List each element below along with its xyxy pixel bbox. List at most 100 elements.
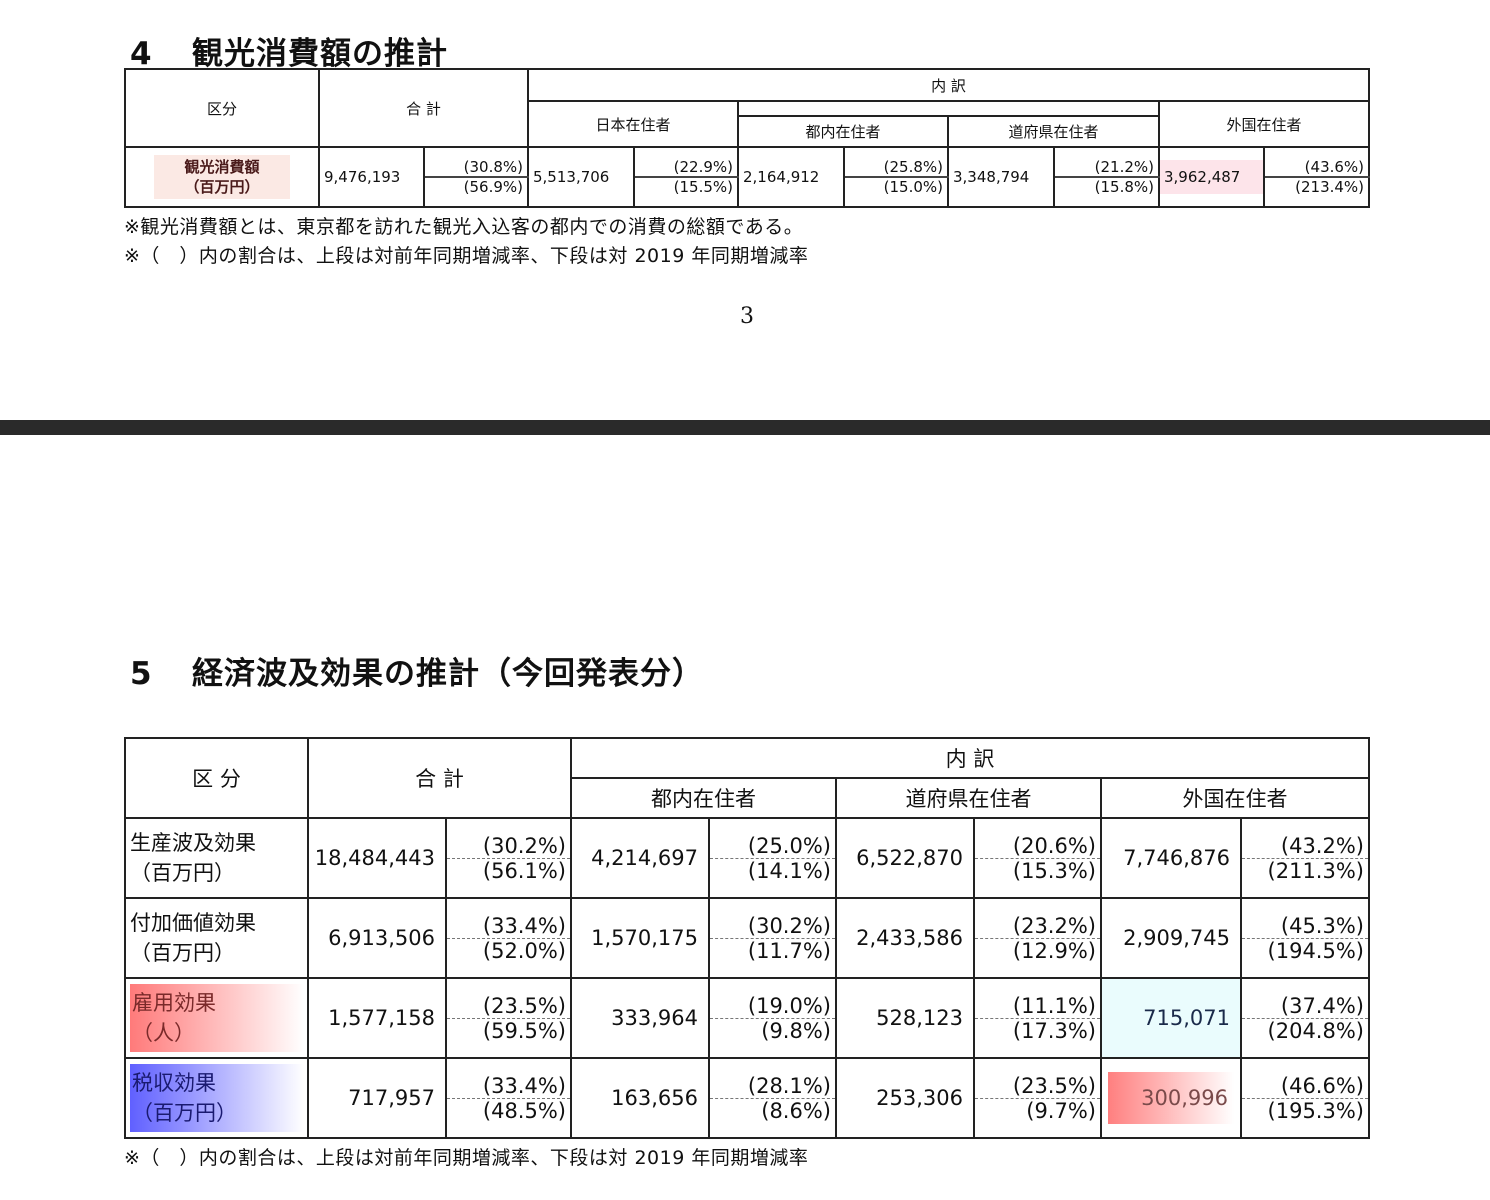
value-cell: 9,476,193 [318,146,425,208]
table-row: 雇用効果 （人） 1,577,158 (23.5%) 333,964 (19.0%) 528… [124,977,1370,1059]
section-title: 経済波及効果の推計（今回発表分） [192,656,704,692]
yoy-rate: (45.3%) [1240,897,1370,939]
value-cell: 7,746,876 [1100,817,1242,899]
value-cell: 3,348,794 [947,146,1055,208]
header-other-pref: 道府県在住者 [947,115,1160,148]
value-cell: 333,964 [570,977,710,1059]
value-cell: 300,996 [1100,1057,1242,1139]
value-cell: 2,164,912 [737,146,845,208]
vs-2019-rate: (15.3%) [973,857,1102,899]
header-tokyo: 都内在住者 [737,115,949,148]
row-label: 観光消費額 （百万円） [124,146,320,208]
value-text: 1,577,158 [328,1006,435,1030]
row-label-line1: 税収効果 [132,1071,216,1095]
header-japan: 日本在住者 [527,100,739,148]
value-cell: 18,484,443 [307,817,447,899]
yoy-rate: (43.6%) [1263,146,1371,178]
value-cell: 5,513,706 [527,146,635,208]
vs-2019-rate: (56.1%) [445,857,572,899]
table-row-lower: (52.0%) (11.7%) (12.9%) (194.5%) [125,937,1370,979]
value-text: 253,306 [876,1086,963,1110]
value-text: 4,214,697 [591,846,698,870]
vs-2019-rate: (15.0%) [843,176,949,208]
value-cell: 717,957 [307,1057,447,1139]
section-number: 4 [130,36,153,72]
yoy-rate: (11.1%) [973,977,1102,1019]
row-label-line2: （百万円） [130,861,235,885]
value-text: 6,913,506 [328,926,435,950]
row-label-line2: （百万円） [132,1101,237,1125]
vs-2019-rate: (48.5%) [445,1097,572,1139]
yoy-rate: (20.6%) [973,817,1102,859]
vs-2019-rate: (213.4%) [1263,176,1371,208]
value-text: 2,909,745 [1123,926,1230,950]
yoy-rate: (43.2%) [1240,817,1370,859]
yoy-rate: (25.0%) [708,817,837,859]
section-number: 5 [130,656,153,692]
header-breakdown: 内 訳 [570,737,1370,779]
yoy-rate: (21.2%) [1053,146,1160,178]
value-cell: 1,577,158 [307,977,447,1059]
vs-2019-rate: (14.1%) [708,857,837,899]
header-foreign: 外国在住者 [1100,777,1370,819]
value-text: 3,962,487 [1161,160,1262,194]
value-text: 300,996 [1108,1072,1234,1124]
header-spacer [737,100,1160,117]
row-label-highlight: 観光消費額 （百万円） [154,155,290,199]
vs-2019-rate: (15.5%) [633,176,739,208]
row-label-highlight: 雇用効果 （人） [130,984,304,1052]
header-tokyo: 都内在住者 [570,777,837,819]
value-cell: 4,214,697 [570,817,710,899]
row-label: 雇用効果 （人） [124,977,309,1059]
yoy-rate: (23.2%) [973,897,1102,939]
yoy-rate: (19.0%) [708,977,837,1019]
header-category: 区分 [124,68,320,148]
row-label-line1: 付加価値効果 [130,911,256,935]
value-cell: 2,909,745 [1100,897,1242,979]
value-cell: 715,071 [1100,977,1242,1059]
value-text: 715,071 [1143,1006,1230,1030]
header-total: 合 計 [307,737,572,819]
vs-2019-rate: (204.8%) [1240,1017,1370,1059]
section4-heading: 4 観光消費額の推計 [130,28,448,73]
economic-effect-table: 区 分 合 計 内 訳 都内在住者 道府県在住者 外国在住者 生産波及効果 （百万… [124,737,1370,1139]
vs-2019-rate: (12.9%) [973,937,1102,979]
vs-2019-rate: (195.3%) [1240,1097,1370,1139]
value-text: 7,746,876 [1123,846,1230,870]
value-text: 3,348,794 [953,168,1030,186]
note-percent: ※（ ）内の割合は、上段は対前年同期増減率、下段は対 2019 年同期増減率 [124,245,809,267]
yoy-rate: (37.4%) [1240,977,1370,1019]
value-text: 5,513,706 [533,168,610,186]
value-cell: 6,522,870 [835,817,975,899]
yoy-rate: (46.6%) [1240,1057,1370,1099]
value-text: 2,164,912 [743,168,820,186]
page-number: 3 [740,304,754,329]
vs-2019-rate: (11.7%) [708,937,837,979]
vs-2019-rate: (9.7%) [973,1097,1102,1139]
vs-2019-rate: (211.3%) [1240,857,1370,899]
yoy-rate: (28.1%) [708,1057,837,1099]
vs-2019-rate: (56.9%) [423,176,529,208]
value-cell: 528,123 [835,977,975,1059]
tourism-spending-table: 区分 合 計 内 訳 日本在住者 外国在住者 都内在住者 道府県在住者 観光消費… [124,68,1371,208]
table-row: 税収効果 （百万円） 717,957 (33.4%) 163,656 (28.1%) 253… [124,1057,1370,1139]
value-cell: 6,913,506 [307,897,447,979]
vs-2019-rate: (59.5%) [445,1017,572,1059]
header-foreign: 外国在住者 [1157,100,1371,148]
header-breakdown: 内 訳 [526,68,1371,102]
vs-2019-rate: (8.6%) [708,1097,837,1139]
table-row: 生産波及効果 （百万円） 18,484,443 (30.2%) 4,214,697 (25… [124,817,1370,899]
page-divider [0,420,1490,435]
value-text: 163,656 [611,1086,698,1110]
note-percent: ※（ ）内の割合は、上段は対前年同期増減率、下段は対 2019 年同期増減率 [124,1147,809,1169]
yoy-rate: (23.5%) [445,977,572,1019]
table-row: 付加価値効果 （百万円） 6,913,506 (33.4%) 1,570,175 (30.… [124,897,1370,979]
value-text: 18,484,443 [314,846,435,870]
row-label: 付加価値効果 （百万円） [124,897,309,979]
section-title: 観光消費額の推計 [192,36,448,72]
header-category: 区 分 [124,737,309,819]
row-label: 税収効果 （百万円） [124,1057,309,1139]
header-total: 合 計 [318,68,529,148]
yoy-rate: (30.2%) [708,897,837,939]
yoy-rate: (22.9%) [633,146,739,178]
